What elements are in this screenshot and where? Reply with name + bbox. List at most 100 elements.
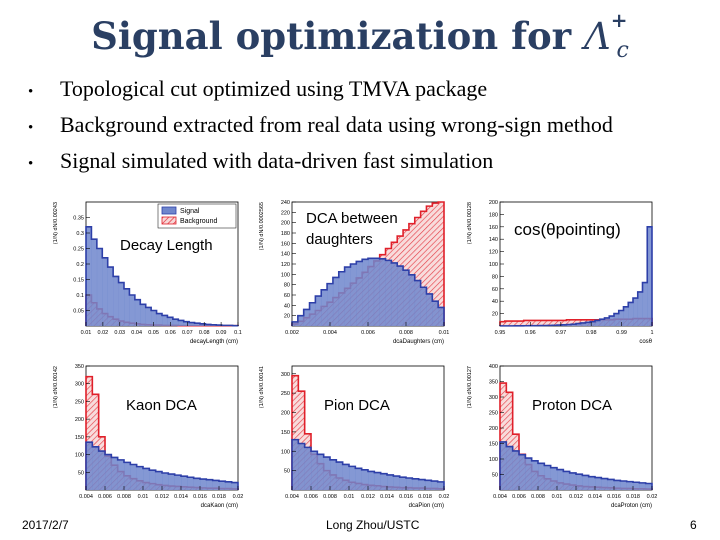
signal-bar [414,280,421,326]
background-bar [528,320,534,326]
x-tick-label: 0.018 [418,494,432,500]
x-tick-label: 0.01 [138,494,149,500]
signal-bar [580,322,586,326]
y-tick-label: 250 [281,391,290,397]
signal-bar [563,471,570,490]
signal-bar [162,315,168,326]
signal-bar [595,477,602,490]
signal-bar [356,261,363,326]
y-tick-label: 50 [492,473,498,479]
signal-bar [595,320,601,326]
y-tick-label: 80 [492,274,498,280]
signal-bar [194,323,201,326]
x-tick-label: 0.008 [531,494,545,500]
background-bar [506,392,513,490]
bullet-item: • Signal simulated with data-driven fast … [28,148,494,173]
cos-pointing-plot: 0.95 0.96 0.97 0.98 0.99 1 20 40 60 80 100 120 140 16… [462,196,662,356]
signal-bar [500,441,507,490]
charge-superscript: + [610,8,628,32]
y-tick-label: 100 [75,453,84,459]
signal-bar [557,469,564,490]
signal-outline [85,441,239,490]
signal-bar [231,482,239,490]
pion-dca-label: Pion DCA [324,397,390,414]
signal-bar [151,310,157,326]
signal-bar [145,307,152,326]
y-axis-label: (1/N) dN/0.00127 [467,366,473,408]
signal-outline [291,438,445,490]
signal-bar [219,481,226,490]
signal-bar [303,309,310,326]
y-tick-label: 140 [489,237,498,243]
signal-bar [298,443,305,490]
x-tick-label: 0.016 [193,494,207,500]
signal-bar [129,295,136,326]
y-tick-label: 120 [281,262,290,268]
background-bar [438,202,445,326]
signal-bar [626,481,634,490]
x-tick-label: 0.01 [81,330,92,336]
signal-bar [571,324,577,326]
background-bar [552,320,558,326]
bullet-dot-icon: • [28,120,34,136]
x-tick-label: 0.96 [525,330,536,336]
y-tick-label: 0.15 [73,278,84,284]
background-bar [557,320,563,326]
x-tick-label: 0.004 [493,494,507,500]
x-tick-label: 0.01 [344,494,355,500]
signal-bar [212,480,220,490]
lambda-symbol: Λ [584,15,611,58]
y-tick-label: 200 [75,417,84,423]
y-tick-label: 150 [75,435,84,441]
background-bar [500,383,507,490]
slide-title: Signal optimization for Λ+c [91,8,629,63]
proton-dca-label: Proton DCA [532,397,613,414]
background-bar [533,320,539,326]
signal-series [499,441,653,490]
signal-bar [585,322,591,326]
signal-bar [134,299,141,326]
signal-bar [297,315,304,326]
y-tick-label: 100 [489,457,498,463]
y-tick-label: 0.25 [73,247,84,253]
background-bar [523,320,529,326]
y-tick-label: 60 [284,293,290,299]
signal-bar [639,482,646,490]
background-bar [420,211,427,326]
pion-dca-chart: 0.004 0.006 0.008 0.01 0.012 0.014 0.016 0.018 0… [259,365,449,509]
kaon-dca-plot: 0.004 0.006 0.008 0.01 0.012 0.014 0.016 0.018 0… [48,360,248,520]
x-axis-label: cosθ [639,339,652,345]
y-tick-label: 100 [281,272,290,278]
y-tick-label: 180 [489,212,498,218]
signal-bar [342,464,350,490]
signal-bar [379,258,386,326]
signal-bar [323,457,331,490]
y-tick-label: 20 [284,314,290,320]
signal-bar [397,266,404,326]
signal-bar [124,288,130,326]
legend-background-swatch [161,216,177,225]
signal-series [85,441,239,490]
signal-bar [167,317,174,326]
signal-bar [117,459,125,490]
signal-bar [130,464,137,490]
signal-bar [645,483,653,490]
signal-bar [355,468,362,490]
x-tick-label: 0.09 [216,330,227,336]
y-tick-label: 150 [281,430,290,436]
legend-signal-swatch [161,206,177,215]
y-tick-label: 0.2 [76,262,84,268]
signal-bar [86,442,93,490]
decay-length-label: Decay Length [120,237,213,254]
y-tick-label: 400 [489,364,498,370]
signal-bar [155,471,163,490]
signal-bar [399,477,407,490]
signal-outline [291,257,445,326]
y-tick-label: 350 [75,364,84,370]
signal-bar [607,479,615,490]
signal-bar [380,473,388,490]
background-bar [432,203,439,326]
x-tick-label: 0.06 [165,330,176,336]
y-axis-label: (1/N) dN/0.0002565 [259,202,265,250]
signal-bar [368,258,375,326]
